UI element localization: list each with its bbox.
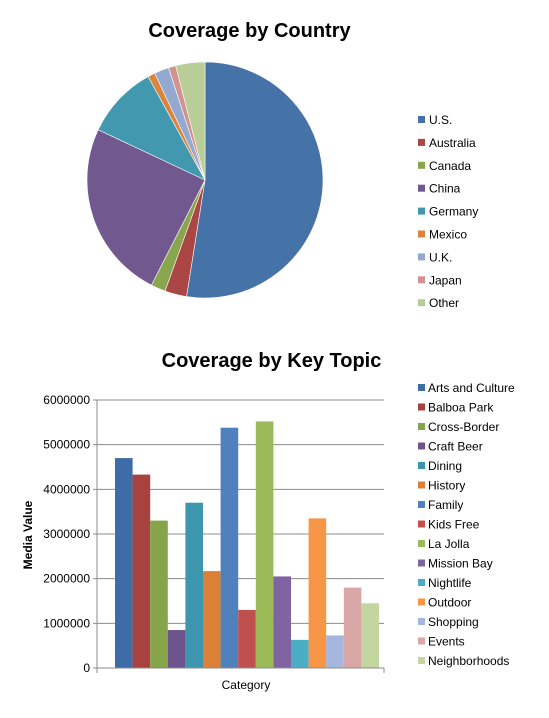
pie-legend-swatch-mexico xyxy=(418,230,425,238)
bar-legend-swatch-kids-free xyxy=(418,520,425,528)
bar-legend-label-neighborhoods: Neighborhoods xyxy=(428,654,509,668)
bar-legend-swatch-balboa-park xyxy=(418,403,425,411)
bar-legend-swatch-la-jolla xyxy=(418,540,425,547)
bar-legend-label-kids-free: Kids Free xyxy=(428,518,480,532)
pie-legend-label-u-k: U.K. xyxy=(429,250,452,264)
y-tick-label: 1000000 xyxy=(43,616,90,630)
pie-legend-label-china: China xyxy=(429,182,461,196)
bar-legend-swatch-mission-bay xyxy=(418,559,425,567)
pie-legend-swatch-germany xyxy=(418,207,425,215)
bar-chart xyxy=(115,421,379,668)
bar-dining xyxy=(185,502,203,668)
bar-arts-and-culture xyxy=(115,458,133,668)
bar-axes: 0 1000000 2000000 3000000 4000000 5000000 6000… xyxy=(21,393,385,692)
bar-legend-swatch-cross-border xyxy=(418,423,425,430)
pie-legend: U.S. Australia Canada China Germany Mexico U.K… xyxy=(418,113,478,310)
y-tick-label: 4000000 xyxy=(43,482,90,496)
bar-legend-swatch-arts-and-culture xyxy=(418,384,425,391)
bar-family xyxy=(220,427,239,668)
bar-legend-label-nightlife: Nightlife xyxy=(428,576,472,590)
bar-legend-swatch-family xyxy=(418,501,425,508)
bar-legend-swatch-events xyxy=(418,637,425,645)
bar-mission-bay xyxy=(273,576,291,668)
bar-la-jolla xyxy=(255,421,274,668)
pie-slice-other xyxy=(175,61,206,181)
bar-cross-border xyxy=(150,520,168,668)
bar-legend-label-arts-and-culture: Arts and Culture xyxy=(428,381,515,395)
bar-legend-label-events: Events xyxy=(428,635,465,649)
bar-legend-swatch-outdoor xyxy=(418,598,425,606)
bar-legend-label-dining: Dining xyxy=(428,459,462,473)
bar-shopping xyxy=(326,635,344,668)
bar-events xyxy=(343,587,362,668)
pie-legend-swatch-canada xyxy=(418,161,425,169)
y-tick-label: 0 xyxy=(83,661,90,675)
bar-legend-swatch-nightlife xyxy=(418,579,425,586)
bar-legend-swatch-neighborhoods xyxy=(418,657,425,664)
bar-legend-swatch-craft-beer xyxy=(418,442,425,450)
bar-legend-swatch-dining xyxy=(418,462,425,469)
bar-outdoor xyxy=(308,518,327,668)
pie-legend-swatch-u-k xyxy=(418,253,425,261)
x-axis-title: Category xyxy=(222,678,271,692)
y-tick-label: 2000000 xyxy=(43,572,90,586)
pie-legend-swatch-other xyxy=(418,299,425,307)
bar-chart-title: Coverage by Key Topic xyxy=(161,350,382,372)
bar-kids-free xyxy=(238,609,256,668)
bar-neighborhoods xyxy=(361,603,379,668)
pie-legend-swatch-japan xyxy=(418,276,425,284)
bar-legend-swatch-shopping xyxy=(418,618,425,625)
bar-legend: Arts and Culture Balboa Park Cross-Border C… xyxy=(418,381,515,668)
y-tick-label: 6000000 xyxy=(43,393,90,407)
pie-legend-label-japan: Japan xyxy=(429,273,462,287)
pie-chart-title: Coverage by Country xyxy=(148,20,351,42)
bar-legend-label-family: Family xyxy=(428,498,463,512)
pie-slice-china xyxy=(86,129,206,286)
pie-legend-swatch-china xyxy=(418,184,425,192)
pie-legend-swatch-australia xyxy=(418,138,425,146)
pie-legend-label-australia: Australia xyxy=(429,136,476,150)
pie-chart xyxy=(86,61,324,299)
bar-balboa-park xyxy=(132,474,151,668)
pie-legend-label-u-s: U.S. xyxy=(429,113,452,127)
bar-legend-label-shopping: Shopping xyxy=(428,615,479,629)
pie-legend-label-canada: Canada xyxy=(429,159,471,173)
bar-craft-beer xyxy=(167,630,186,668)
bar-legend-swatch-history xyxy=(418,481,425,489)
y-tick-label: 3000000 xyxy=(43,527,90,541)
pie-legend-label-other: Other xyxy=(429,296,459,310)
bar-legend-label-craft-beer: Craft Beer xyxy=(428,440,483,454)
pie-legend-swatch-u-s xyxy=(418,116,425,123)
bar-legend-label-mission-bay: Mission Bay xyxy=(428,557,493,571)
bar-legend-label-balboa-park: Balboa Park xyxy=(428,401,494,415)
y-axis-title: Media Value xyxy=(21,500,35,569)
bar-legend-label-outdoor: Outdoor xyxy=(428,596,471,610)
bar-nightlife xyxy=(291,639,309,668)
pie-slice-germany xyxy=(97,76,206,181)
bar-legend-label-la-jolla: La Jolla xyxy=(428,537,470,551)
bar-history xyxy=(203,571,221,668)
bar-legend-label-cross-border: Cross-Border xyxy=(428,420,499,434)
y-tick-label: 5000000 xyxy=(43,438,90,452)
pie-legend-label-germany: Germany xyxy=(429,205,478,219)
bar-legend-label-history: History xyxy=(428,479,465,493)
pie-slice-u-s xyxy=(186,61,324,299)
pie-legend-label-mexico: Mexico xyxy=(429,228,467,242)
